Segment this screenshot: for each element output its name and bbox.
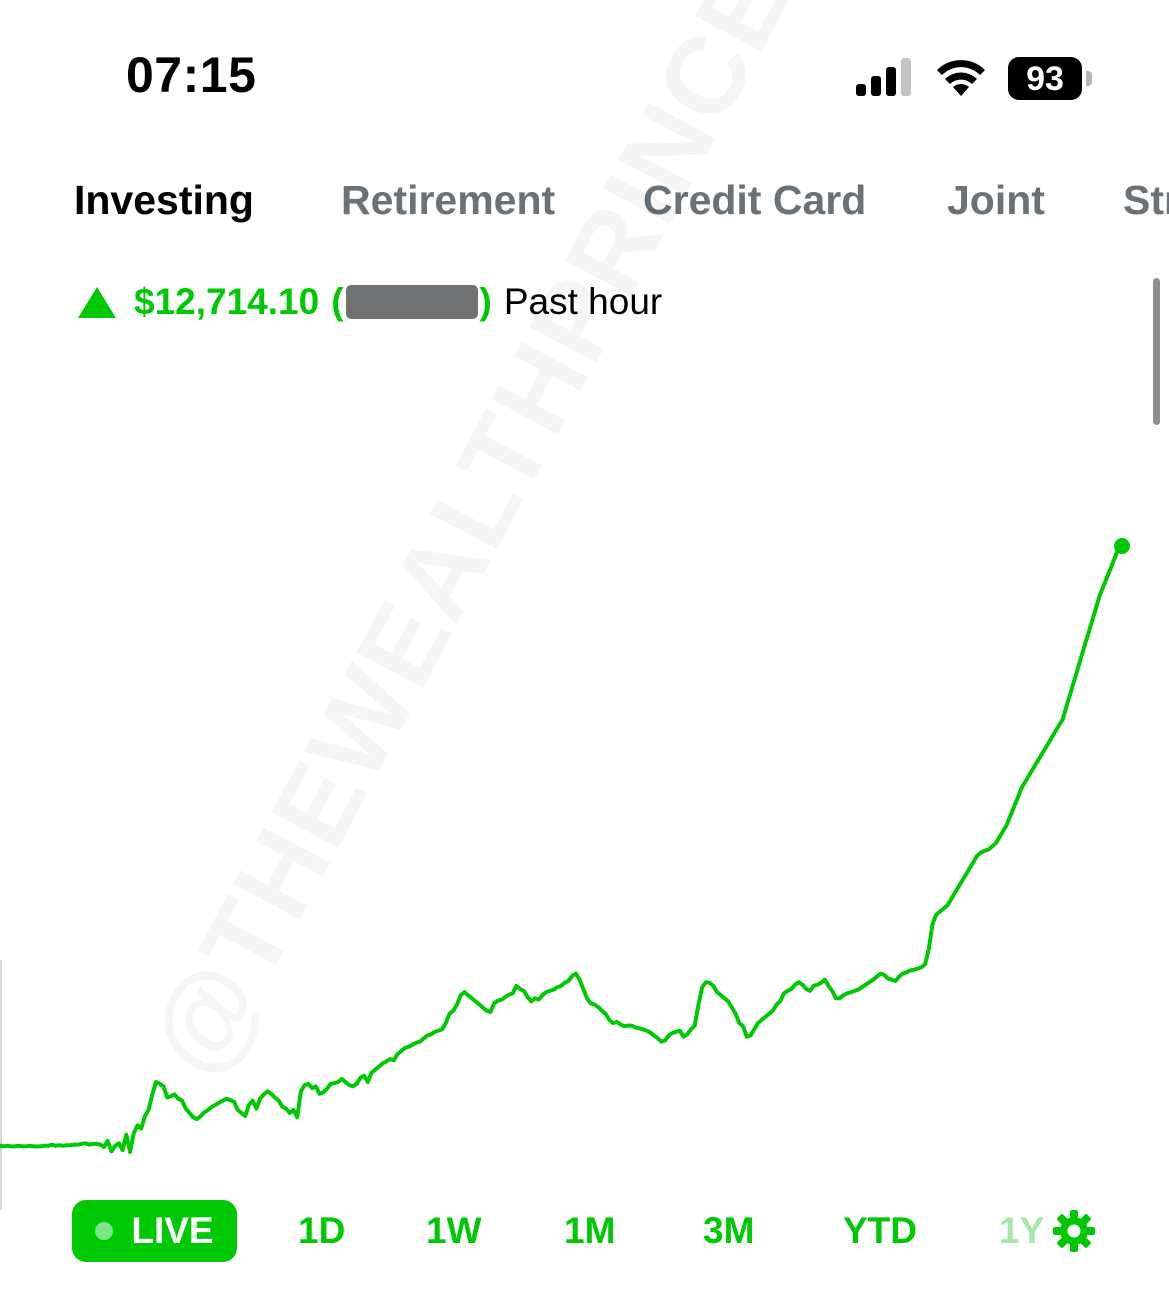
live-button[interactable]: LIVE <box>72 1200 237 1262</box>
status-time: 07:15 <box>126 47 257 103</box>
tab-retirement[interactable]: Retirement <box>341 177 556 223</box>
range-1y[interactable]: 1Y <box>999 1210 1045 1251</box>
battery-indicator: 93 <box>1008 57 1094 100</box>
open-paren: ( <box>331 281 344 322</box>
tab-credit-card[interactable]: Credit Card <box>643 177 867 223</box>
tab-investing[interactable]: Investing <box>74 177 254 223</box>
cellular-signal-icon <box>856 58 911 96</box>
range-selector: LIVE 1D 1W 1M 3M YTD 1Y <box>0 1198 1169 1264</box>
current-value-dot <box>1114 538 1130 554</box>
wifi-icon <box>937 60 985 96</box>
range-1m[interactable]: 1M <box>564 1210 616 1251</box>
range-1w[interactable]: 1W <box>426 1210 482 1251</box>
portfolio-line <box>0 544 1124 1154</box>
change-period: Past hour <box>503 281 663 322</box>
change-summary: $12,714.10 ( ) Past hour <box>78 280 662 324</box>
gear-icon[interactable] <box>1052 1209 1096 1253</box>
battery-level: 93 <box>1008 57 1082 100</box>
tab-joint[interactable]: Joint <box>947 177 1045 223</box>
scrollbar[interactable] <box>1153 278 1160 425</box>
range-1d[interactable]: 1D <box>298 1210 346 1251</box>
left-edge-divider <box>0 960 2 1210</box>
battery-cap <box>1086 71 1092 86</box>
range-ytd[interactable]: YTD <box>843 1210 917 1251</box>
change-amount: $12,714.10 <box>134 281 320 322</box>
live-label: LIVE <box>131 1210 214 1251</box>
tab-str[interactable]: Str <box>1123 177 1169 223</box>
redacted-percent <box>345 285 478 319</box>
close-paren: ) <box>479 281 492 322</box>
portfolio-chart[interactable] <box>0 480 1169 1200</box>
up-triangle-icon <box>78 286 116 318</box>
live-dot-icon <box>95 1222 114 1240</box>
range-3m[interactable]: 3M <box>703 1210 755 1251</box>
